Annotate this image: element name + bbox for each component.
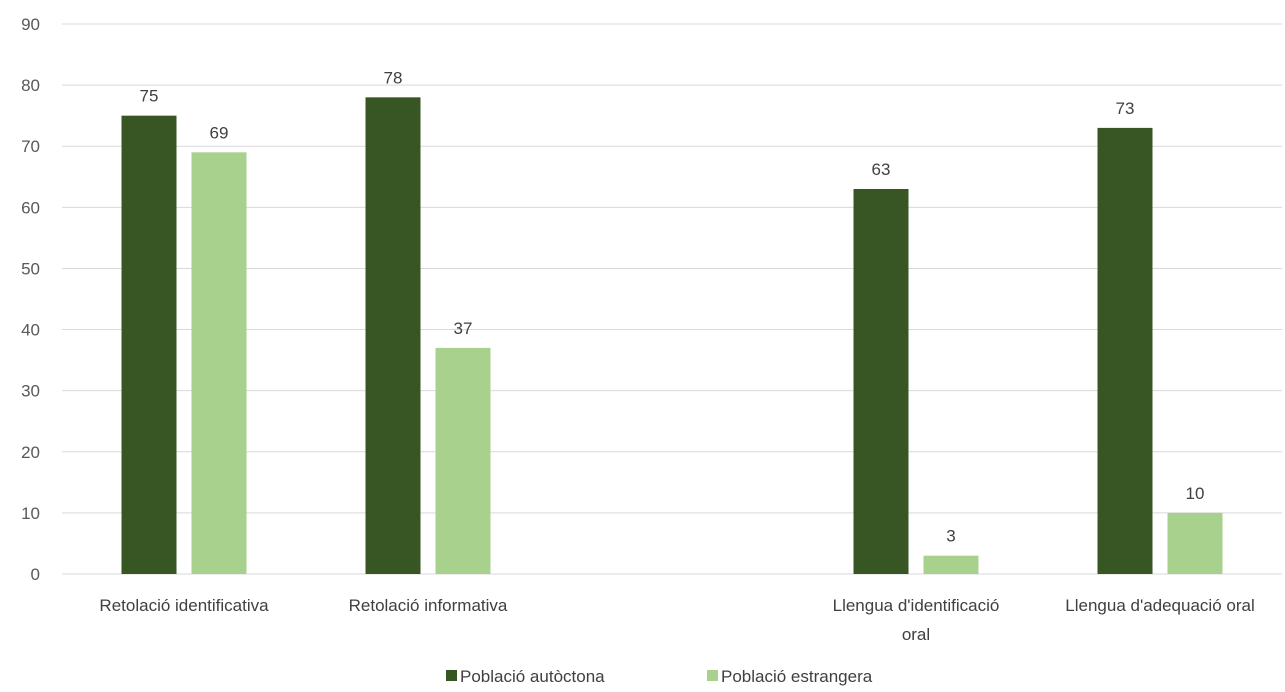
data-label: 63 [872, 160, 891, 179]
bar [191, 152, 247, 575]
x-category-label: Retolació identificativa [99, 596, 269, 615]
data-label: 3 [946, 527, 955, 546]
data-label: 75 [140, 87, 159, 106]
x-category-label: Retolació informativa [349, 596, 508, 615]
x-category-label: Llengua d'adequació oral [1065, 596, 1254, 615]
legend-label: Població autòctona [460, 667, 605, 686]
bar [923, 555, 979, 574]
bar [121, 115, 177, 575]
legend-swatch [446, 670, 457, 681]
bar [1097, 127, 1153, 574]
data-label: 73 [1116, 99, 1135, 118]
y-tick-label: 0 [31, 565, 40, 584]
y-tick-label: 20 [21, 443, 40, 462]
y-tick-label: 30 [21, 382, 40, 401]
data-label: 37 [454, 319, 473, 338]
x-category-label: Llengua d'identificació oral [833, 596, 1000, 644]
data-labels: 75 69 78 37 63 3 73 10 [140, 68, 1205, 545]
data-label: 78 [384, 68, 403, 87]
y-tick-label: 40 [21, 321, 40, 340]
bar [365, 97, 421, 574]
y-tick-label: 50 [21, 259, 40, 278]
y-tick-label: 70 [21, 137, 40, 156]
bar [435, 347, 491, 574]
y-axis-ticks: 0 10 20 30 40 50 60 70 80 90 [21, 15, 40, 584]
bar [853, 189, 909, 574]
y-tick-label: 60 [21, 198, 40, 217]
bar [1167, 512, 1223, 574]
legend: Població autòctona Població estrangera [446, 667, 873, 686]
data-label: 69 [210, 123, 229, 142]
y-tick-label: 10 [21, 504, 40, 523]
gridlines [62, 23, 1282, 575]
legend-swatch [707, 670, 718, 681]
y-tick-label: 90 [21, 15, 40, 34]
data-label: 10 [1186, 484, 1205, 503]
legend-label: Població estrangera [721, 667, 873, 686]
bars [121, 97, 1223, 575]
x-axis-categories: Retolació identificativa Retolació inform… [99, 596, 1254, 644]
y-tick-label: 80 [21, 76, 40, 95]
